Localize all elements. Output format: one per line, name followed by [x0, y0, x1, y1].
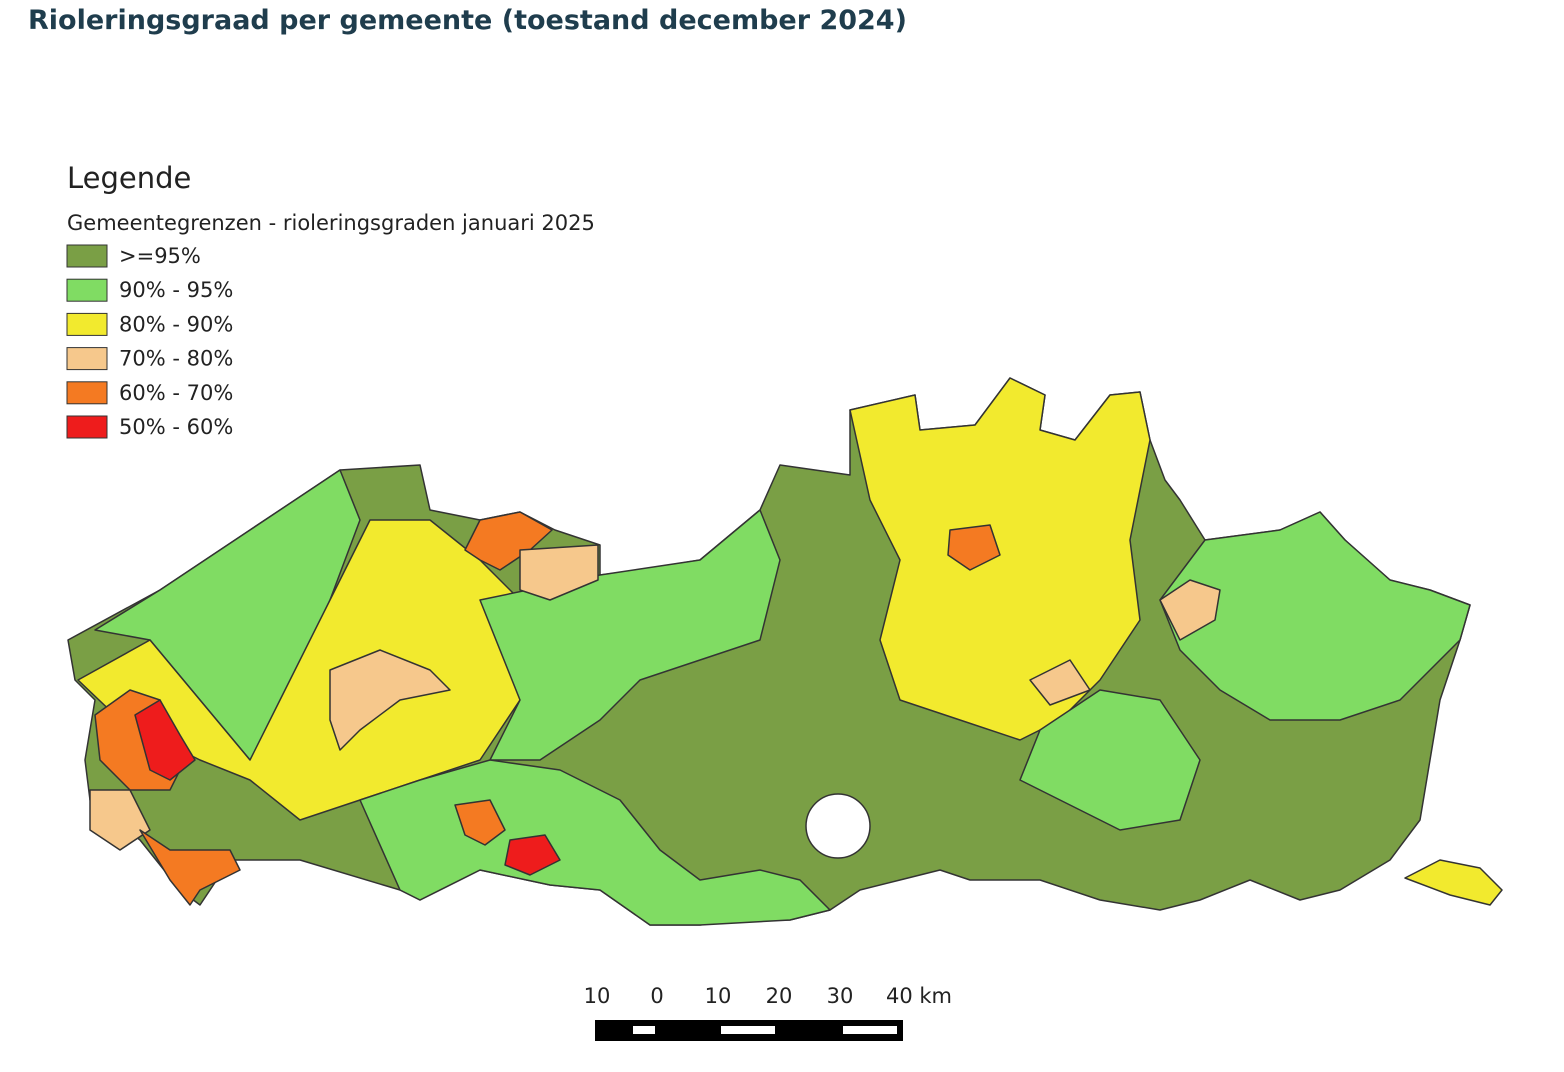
- legend: >=95% 90% - 95% 80% - 90% 70% - 80% 60% - 70…: [66, 244, 233, 439]
- region: [1029, 659, 1091, 706]
- region: [849, 377, 1151, 741]
- region: [464, 511, 553, 571]
- region: [329, 649, 451, 751]
- scale-bar-segment: [721, 1026, 775, 1034]
- legend-swatch: [66, 347, 108, 371]
- legend-swatch: [66, 381, 108, 405]
- scale-labels: 10 0 10 20 30 40 km: [584, 984, 952, 1008]
- region: [134, 699, 196, 781]
- legend-label: 60% - 70%: [119, 381, 233, 405]
- scale-label: 20: [766, 984, 793, 1008]
- scale-bar-segment: [843, 1026, 897, 1034]
- scale-bar: 10 0 10 20 30 40 km: [584, 984, 952, 1041]
- scale-label: 10: [705, 984, 732, 1008]
- page-title: Rioleringsgraad per gemeente (toestand d…: [28, 5, 907, 36]
- legend-label: 70% - 80%: [119, 347, 233, 371]
- region: [454, 799, 506, 846]
- scale-label: 40 km: [886, 984, 952, 1008]
- legend-swatch: [66, 312, 108, 336]
- scale-bar-segment: [633, 1026, 655, 1034]
- scale-label: 30: [827, 984, 854, 1008]
- region: [519, 544, 599, 601]
- legend-title: Legende: [67, 161, 191, 195]
- region: [1159, 511, 1471, 721]
- region: [139, 829, 241, 906]
- region: [947, 524, 1001, 571]
- legend-label: 50% - 60%: [119, 415, 233, 439]
- region: [504, 834, 561, 876]
- legend-label: 80% - 90%: [119, 312, 233, 336]
- region: [1404, 859, 1503, 906]
- legend-label: >=95%: [119, 244, 201, 268]
- region: [89, 789, 151, 851]
- legend-label: 90% - 95%: [119, 278, 233, 302]
- legend-swatch: [66, 278, 108, 302]
- scale-label: 10: [584, 984, 611, 1008]
- brussels-hole: [805, 793, 871, 859]
- legend-swatch: [66, 415, 108, 439]
- region: [1019, 689, 1201, 831]
- map: [67, 377, 1503, 926]
- scale-label: 0: [650, 984, 663, 1008]
- legend-subtitle: Gemeentegrenzen - rioleringsgraden janua…: [67, 211, 595, 235]
- region: [1159, 579, 1221, 641]
- legend-swatch: [66, 244, 108, 268]
